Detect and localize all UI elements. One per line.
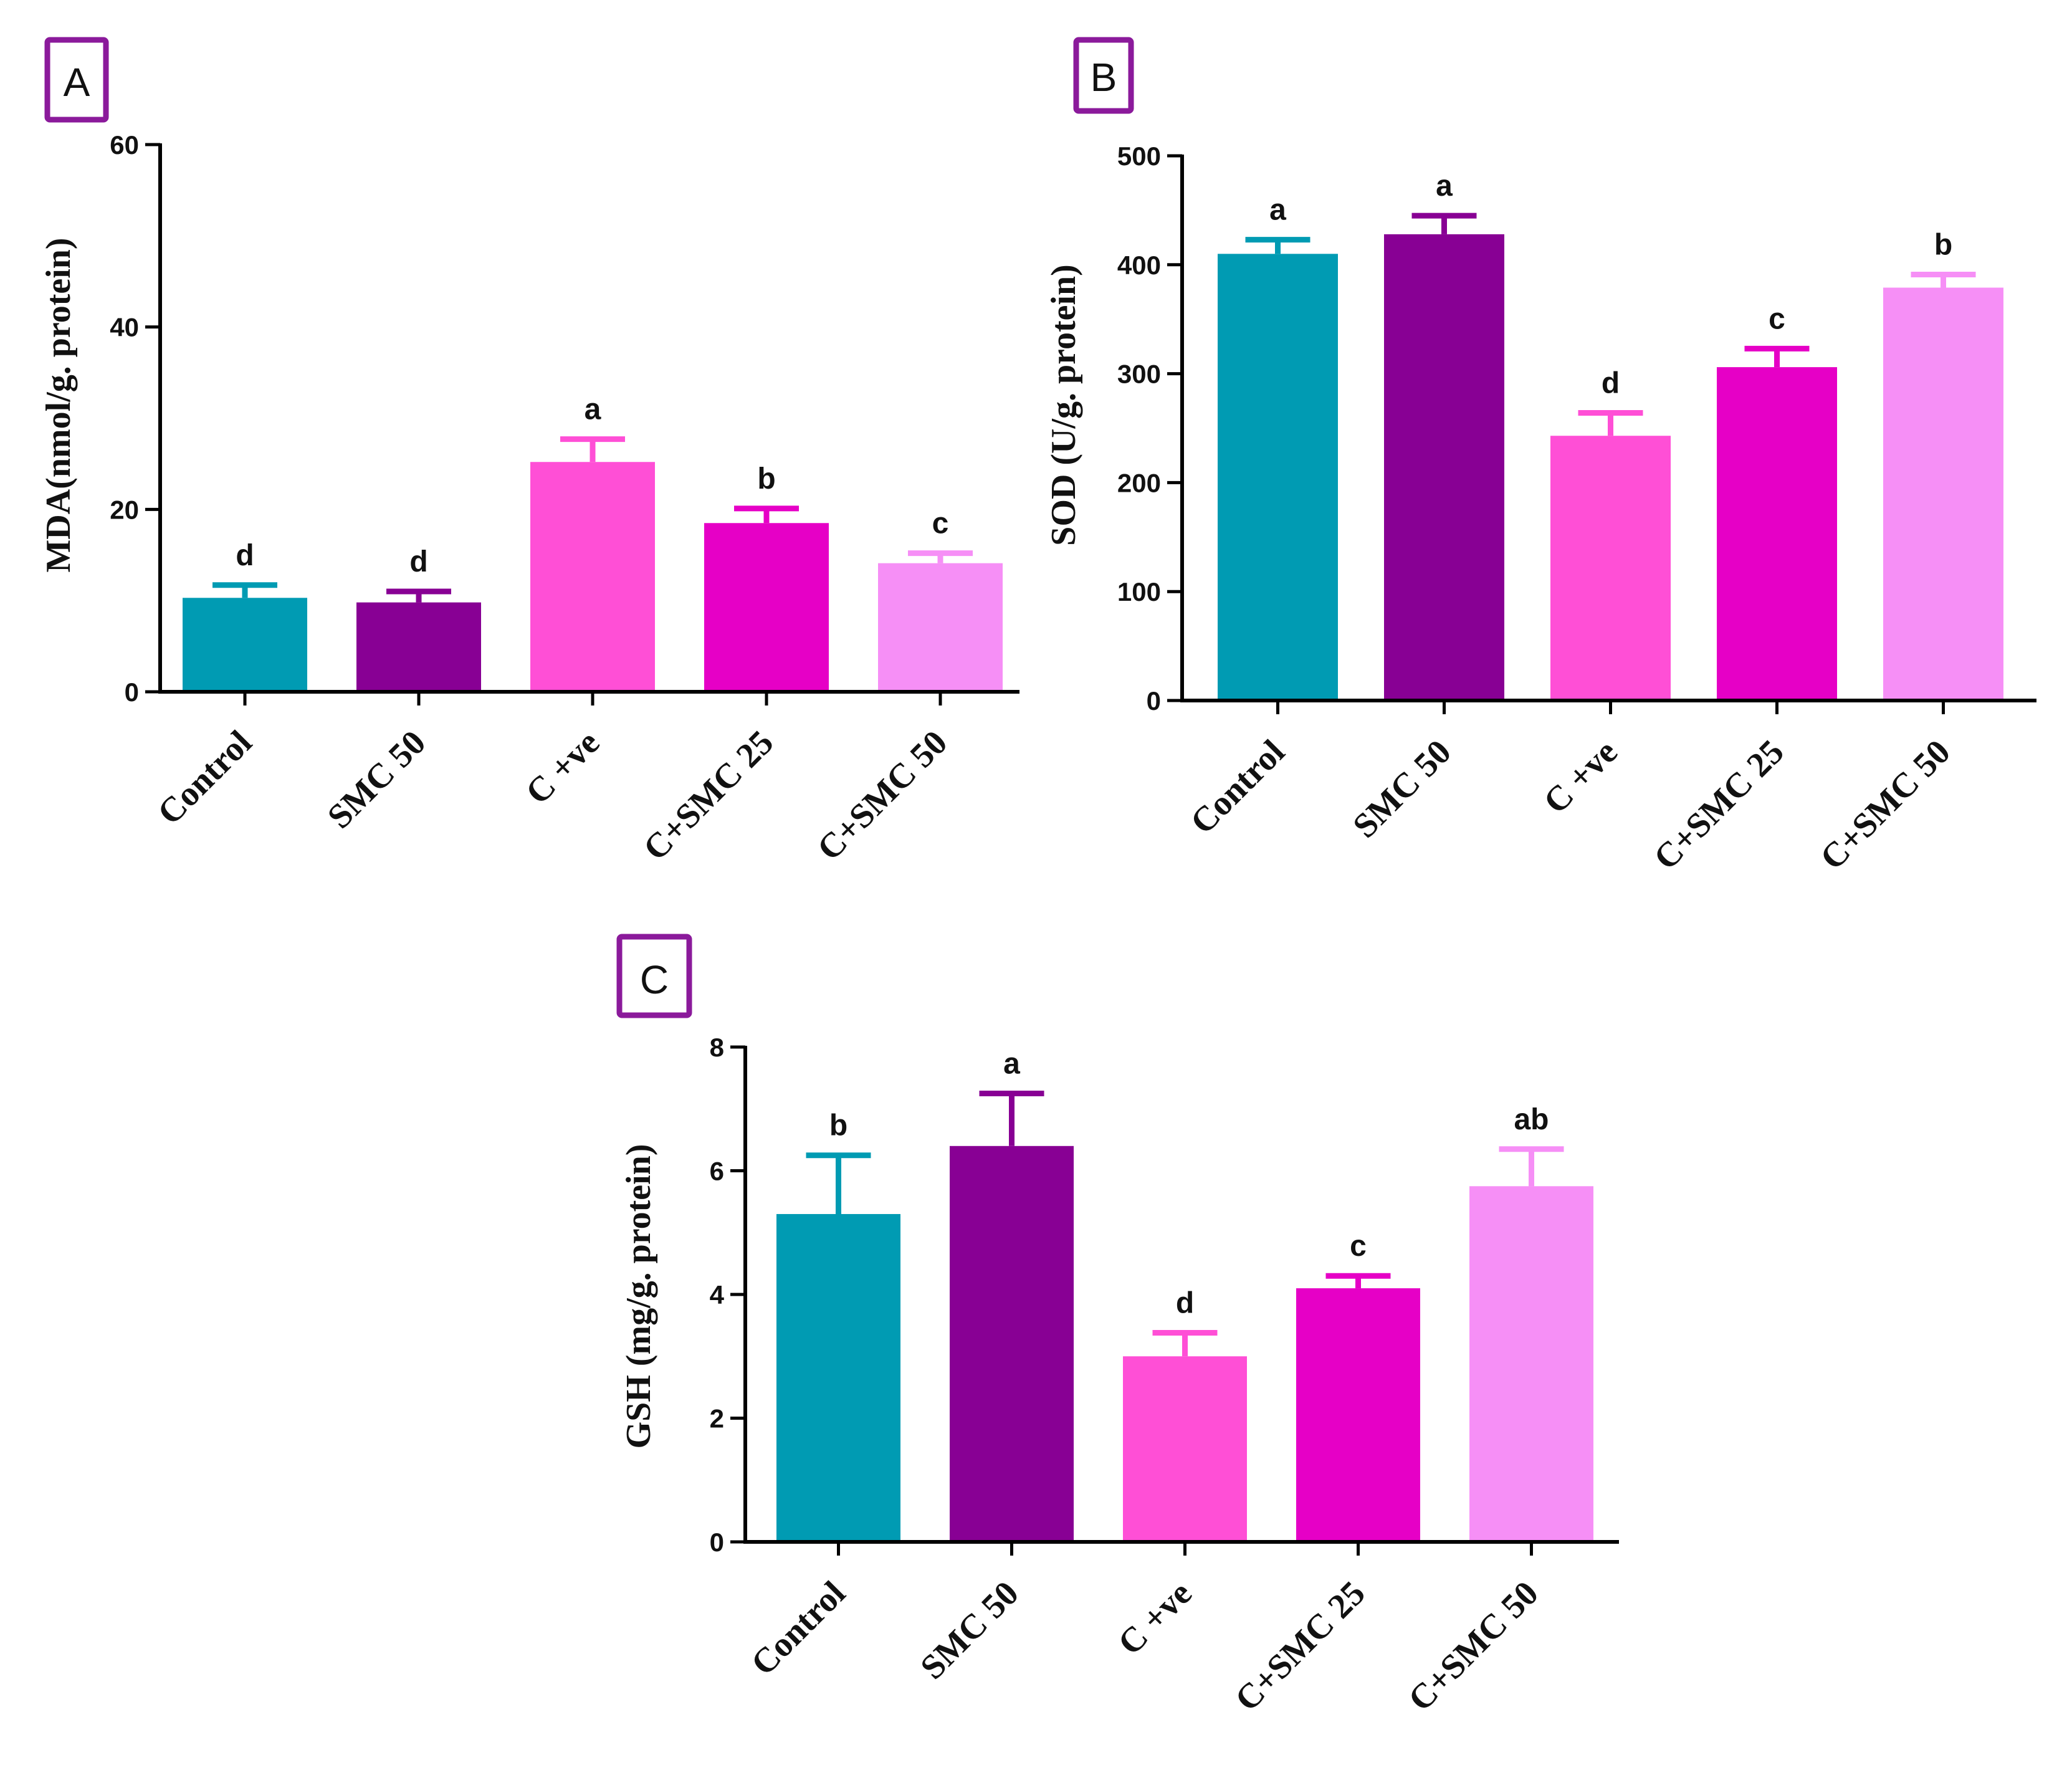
- y-tick-label-c-4: 6: [710, 1157, 724, 1186]
- significance-label-c-5: ab: [1514, 1103, 1549, 1136]
- category-label-b-1: Control: [1183, 732, 1292, 841]
- bar-c-3: [1123, 1356, 1247, 1542]
- bar-b-5: [1883, 287, 2003, 701]
- significance-label-b-5: b: [1934, 229, 1952, 262]
- y-tick-label-a-4: 60: [110, 130, 139, 160]
- y-tick-label-b-5: 400: [1117, 251, 1161, 280]
- chart-panel-a: Ad Control d SMC 50 a C +ve b C+SMC 25 c C+SMC 50…: [39, 37, 1019, 868]
- category-label-c-2: SMC 50: [913, 1574, 1026, 1686]
- panel-label-c: C: [640, 957, 669, 1002]
- y-tick-label-b-1: 0: [1147, 686, 1161, 715]
- y-tick-label-c-3: 4: [710, 1280, 725, 1309]
- y-tick-label-c-1: 0: [710, 1528, 724, 1557]
- category-label-a-2: SMC 50: [320, 723, 433, 836]
- chart-panel-c: Cb Control a SMC 50 d C +ve c C+SMC 25 ab C+SMC 5…: [616, 934, 1619, 1719]
- panel-label-b: B: [1091, 55, 1117, 100]
- bar-a-3: [530, 462, 655, 692]
- y-tick-label-c-2: 2: [710, 1404, 724, 1433]
- bar-c-5: [1469, 1186, 1593, 1542]
- bar-b-2: [1384, 234, 1504, 701]
- significance-label-b-4: c: [1769, 302, 1785, 335]
- y-tick-label-a-3: 40: [110, 313, 139, 342]
- category-label-c-3: C +ve: [1110, 1574, 1199, 1662]
- bar-a-1: [183, 598, 307, 692]
- significance-label-a-1: d: [236, 539, 254, 572]
- panel-label-box-c: [616, 934, 692, 1018]
- panel-label-box-b: [1073, 37, 1134, 114]
- bar-c-1: [776, 1213, 900, 1542]
- y-tick-label-b-2: 100: [1117, 577, 1161, 606]
- significance-label-b-3: d: [1602, 367, 1620, 400]
- category-label-c-4: C+SMC 25: [1228, 1574, 1372, 1718]
- category-label-a-1: Control: [150, 723, 259, 832]
- significance-label-a-5: c: [932, 507, 949, 540]
- category-label-b-5: C+SMC 50: [1813, 732, 1957, 877]
- significance-label-a-3: a: [585, 393, 601, 426]
- y-axis-title-b: SOD (U/g. protein): [1044, 264, 1083, 546]
- panel-label-a: A: [64, 60, 90, 105]
- y-axis-title-a: MDA(nmol/g. protein): [39, 237, 78, 572]
- bar-a-2: [356, 602, 481, 692]
- y-axis-title-c: GSH (mg/g. protein): [619, 1144, 658, 1449]
- significance-label-c-1: b: [829, 1109, 847, 1142]
- significance-label-a-4: b: [757, 462, 775, 495]
- category-label-a-4: C+SMC 25: [636, 723, 781, 868]
- y-tick-label-a-1: 0: [125, 677, 139, 707]
- y-tick-label-c-5: 8: [710, 1033, 724, 1062]
- y-tick-label-b-3: 200: [1117, 468, 1161, 497]
- bar-a-4: [704, 523, 829, 692]
- y-tick-label-a-2: 20: [110, 495, 139, 524]
- significance-label-c-3: d: [1176, 1287, 1194, 1320]
- category-label-b-2: SMC 50: [1345, 732, 1458, 845]
- bar-b-3: [1550, 436, 1671, 701]
- category-label-b-4: C+SMC 25: [1646, 732, 1791, 877]
- bar-a-5: [878, 563, 1003, 692]
- bar-c-4: [1296, 1288, 1420, 1542]
- category-label-a-5: C+SMC 50: [810, 723, 955, 868]
- category-label-b-3: C +ve: [1536, 732, 1625, 821]
- significance-label-c-4: c: [1350, 1230, 1367, 1263]
- significance-label-a-2: d: [409, 545, 427, 578]
- panel-label-box-a: [44, 37, 109, 123]
- significance-label-b-2: a: [1436, 170, 1453, 203]
- bar-c-2: [950, 1146, 1074, 1542]
- category-label-a-3: C +ve: [518, 723, 607, 811]
- category-label-c-1: Control: [744, 1574, 853, 1683]
- chart-panel-b: Ba Control a SMC 50 d C +ve c C+SMC 25 b C+SMC 50…: [1044, 37, 2036, 878]
- bar-b-1: [1218, 254, 1338, 701]
- y-tick-label-b-4: 300: [1117, 360, 1161, 389]
- y-tick-label-b-6: 500: [1117, 141, 1161, 171]
- significance-label-b-1: a: [1269, 194, 1286, 227]
- significance-label-c-2: a: [1003, 1047, 1020, 1080]
- bar-b-4: [1717, 367, 1837, 701]
- category-label-c-5: C+SMC 50: [1401, 1574, 1545, 1718]
